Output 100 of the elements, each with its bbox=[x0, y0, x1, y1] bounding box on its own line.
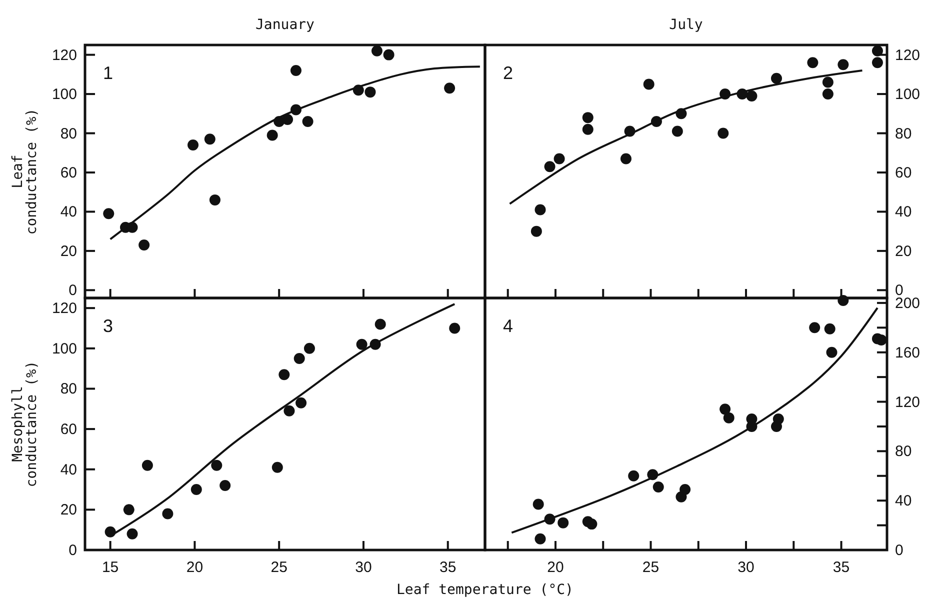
point bbox=[558, 517, 569, 528]
point bbox=[302, 116, 314, 127]
point bbox=[824, 323, 836, 334]
point bbox=[304, 342, 315, 354]
annotation: 3 bbox=[103, 316, 114, 336]
y-tick-label: 100 bbox=[52, 340, 77, 358]
annotation: 2 bbox=[503, 63, 514, 83]
x-tick-label: 30 bbox=[738, 559, 754, 576]
chart-title: July bbox=[669, 17, 703, 33]
point bbox=[771, 72, 782, 84]
y-tick-label: 60 bbox=[60, 164, 77, 182]
x-tick-label: 25 bbox=[270, 559, 288, 576]
x-tick-label: 20 bbox=[186, 559, 204, 576]
line-series bbox=[510, 306, 878, 534]
point bbox=[809, 322, 820, 334]
point bbox=[188, 140, 199, 151]
y2-tick-label: 40 bbox=[895, 204, 912, 221]
point bbox=[103, 208, 114, 220]
point bbox=[672, 126, 683, 137]
point bbox=[643, 78, 654, 90]
point bbox=[720, 404, 731, 415]
point bbox=[449, 322, 460, 334]
point bbox=[544, 161, 556, 172]
point bbox=[204, 134, 216, 145]
point bbox=[284, 405, 295, 416]
point bbox=[364, 86, 376, 98]
y-tick-label: 40 bbox=[60, 204, 77, 221]
point bbox=[282, 114, 294, 126]
y2-tick-label: 120 bbox=[895, 394, 920, 411]
x-tick-label: 35 bbox=[832, 559, 850, 576]
point bbox=[272, 462, 283, 473]
y2-tick-label: 160 bbox=[895, 344, 920, 362]
point bbox=[190, 484, 202, 496]
x-axis-title: Leaf temperature (°C) bbox=[396, 582, 574, 598]
point bbox=[138, 240, 150, 251]
point bbox=[838, 59, 849, 70]
point bbox=[123, 504, 134, 516]
y-axis-title: Mesophyll conductance (%) bbox=[10, 360, 40, 488]
annotation: 1 bbox=[103, 63, 114, 83]
point bbox=[838, 294, 849, 306]
point bbox=[582, 112, 594, 124]
point bbox=[826, 346, 838, 358]
y-tick-label: 80 bbox=[60, 125, 77, 142]
point bbox=[162, 508, 174, 520]
y2-tick-label: 120 bbox=[895, 46, 920, 64]
y-tick-label: 100 bbox=[52, 86, 77, 104]
point bbox=[290, 64, 302, 76]
x-tick-label: 35 bbox=[440, 559, 456, 576]
y-tick-label: 40 bbox=[60, 461, 77, 478]
point bbox=[266, 130, 278, 141]
y2-tick-label: 20 bbox=[895, 242, 912, 260]
point bbox=[746, 90, 758, 102]
point bbox=[807, 57, 818, 68]
point bbox=[211, 460, 222, 471]
point bbox=[530, 226, 542, 237]
y2-tick-label: 100 bbox=[895, 86, 920, 104]
point bbox=[872, 45, 883, 56]
y2-tick-label: 60 bbox=[895, 164, 912, 182]
point bbox=[220, 480, 231, 491]
y2-tick-label: 200 bbox=[895, 294, 920, 312]
point bbox=[620, 153, 632, 164]
y-tick-label: 0 bbox=[68, 282, 77, 300]
x-tick-label: 20 bbox=[547, 559, 564, 576]
point bbox=[296, 397, 307, 408]
point bbox=[872, 57, 883, 68]
point bbox=[554, 153, 565, 164]
point bbox=[126, 528, 138, 540]
chart-title: January bbox=[255, 17, 315, 33]
point bbox=[652, 482, 664, 492]
point bbox=[294, 352, 305, 364]
y-tick-label: 60 bbox=[60, 421, 77, 438]
y-tick-label: 80 bbox=[60, 380, 77, 398]
point bbox=[104, 526, 116, 538]
point bbox=[680, 484, 691, 495]
y2-tick-label: 80 bbox=[895, 125, 912, 142]
x-tick-label: 25 bbox=[642, 559, 660, 576]
point bbox=[278, 369, 290, 380]
point bbox=[822, 88, 834, 100]
y-axis-title: Leaf conductance (%) bbox=[10, 108, 40, 235]
point bbox=[718, 128, 729, 139]
point bbox=[723, 412, 734, 424]
point bbox=[534, 533, 546, 544]
x-tick-label: 30 bbox=[355, 559, 372, 576]
point bbox=[534, 204, 546, 216]
y-tick-label: 0 bbox=[68, 542, 77, 559]
point bbox=[209, 194, 220, 206]
x-tick-label: 15 bbox=[102, 559, 119, 576]
y-tick-label: 20 bbox=[60, 502, 77, 519]
point bbox=[374, 318, 386, 330]
point bbox=[532, 498, 544, 510]
y2-tick-label: 80 bbox=[895, 443, 912, 460]
point bbox=[444, 82, 456, 94]
point bbox=[142, 460, 153, 471]
point bbox=[586, 518, 598, 530]
point bbox=[628, 470, 640, 482]
y2-tick-label: 0 bbox=[895, 542, 904, 559]
point bbox=[822, 76, 834, 88]
point bbox=[383, 49, 394, 60]
point bbox=[356, 338, 368, 350]
point bbox=[772, 414, 784, 425]
